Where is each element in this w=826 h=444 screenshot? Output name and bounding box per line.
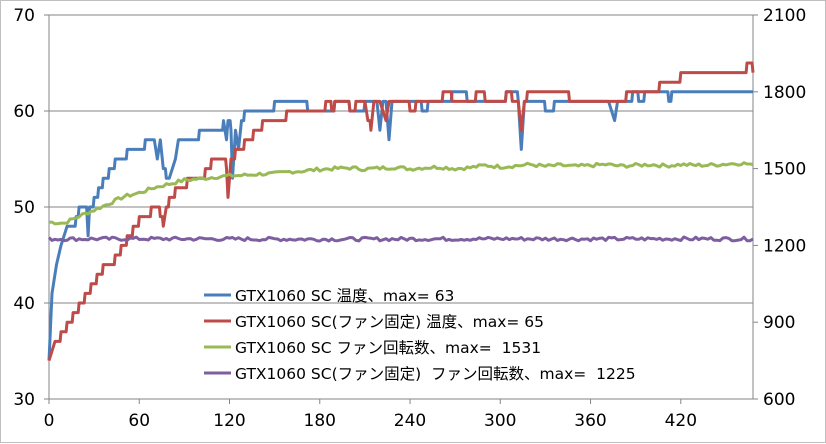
y2-tick-label: 1800 [763, 83, 806, 103]
legend: GTX1060 SC 温度、max= 63 GTX1060 SC(ファン固定) 温… [204, 287, 636, 383]
legend-label-4: GTX1060 SC(ファン固定) ファン回転数、max= 1225 [235, 365, 636, 383]
series-lines [47, 61, 755, 362]
x-tick-label: 420 [665, 411, 697, 431]
y2-tick-label: 1500 [763, 160, 806, 180]
x-tick-label: 240 [394, 411, 426, 431]
tick-labels: 0 60 120 180 240 300 360 420 30 40 50 60 70 600 900 120… [13, 6, 806, 431]
y-tick-label: 70 [13, 6, 35, 26]
y-tick-label: 50 [13, 198, 35, 218]
series-line-3 [49, 161, 754, 226]
axes [44, 14, 758, 404]
y2-tick-label: 2100 [763, 6, 806, 26]
x-tick-label: 360 [574, 411, 606, 431]
x-tick-label: 60 [128, 411, 150, 431]
series-line-1 [47, 90, 754, 361]
x-tick-label: 120 [213, 411, 245, 431]
y2-tick-label: 600 [763, 390, 795, 410]
legend-label-1: GTX1060 SC 温度、max= 63 [235, 287, 454, 305]
x-tick-label: 0 [44, 411, 55, 431]
series-line-4 [47, 235, 754, 243]
y2-tick-label: 900 [763, 313, 795, 333]
y2-tick-label: 1200 [763, 236, 806, 256]
y-tick-label: 60 [13, 102, 35, 122]
x-tick-label: 180 [304, 411, 336, 431]
y-tick-label: 30 [13, 390, 35, 410]
series-line-2 [47, 61, 755, 362]
y-tick-label: 40 [13, 294, 35, 314]
legend-label-2: GTX1060 SC(ファン固定) 温度、max= 65 [235, 313, 544, 331]
legend-label-3: GTX1060 SC ファン回転数、max= 1531 [235, 339, 541, 357]
x-tick-label: 300 [484, 411, 516, 431]
gridlines [49, 14, 753, 304]
